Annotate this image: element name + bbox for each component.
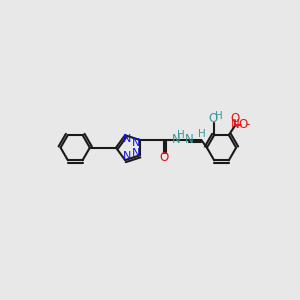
Text: O: O <box>160 151 169 164</box>
Text: O: O <box>230 112 240 124</box>
Text: N: N <box>184 134 194 146</box>
Text: -: - <box>245 118 250 131</box>
Text: H: H <box>177 130 184 140</box>
Text: N: N <box>131 148 140 158</box>
Text: N: N <box>231 118 239 131</box>
Text: H: H <box>198 129 206 139</box>
Text: O: O <box>238 118 247 131</box>
Text: N: N <box>132 138 141 148</box>
Text: H: H <box>215 111 223 121</box>
Text: N: N <box>172 134 181 146</box>
Text: O: O <box>209 112 218 125</box>
Text: N: N <box>122 151 131 161</box>
Text: N: N <box>122 134 131 144</box>
